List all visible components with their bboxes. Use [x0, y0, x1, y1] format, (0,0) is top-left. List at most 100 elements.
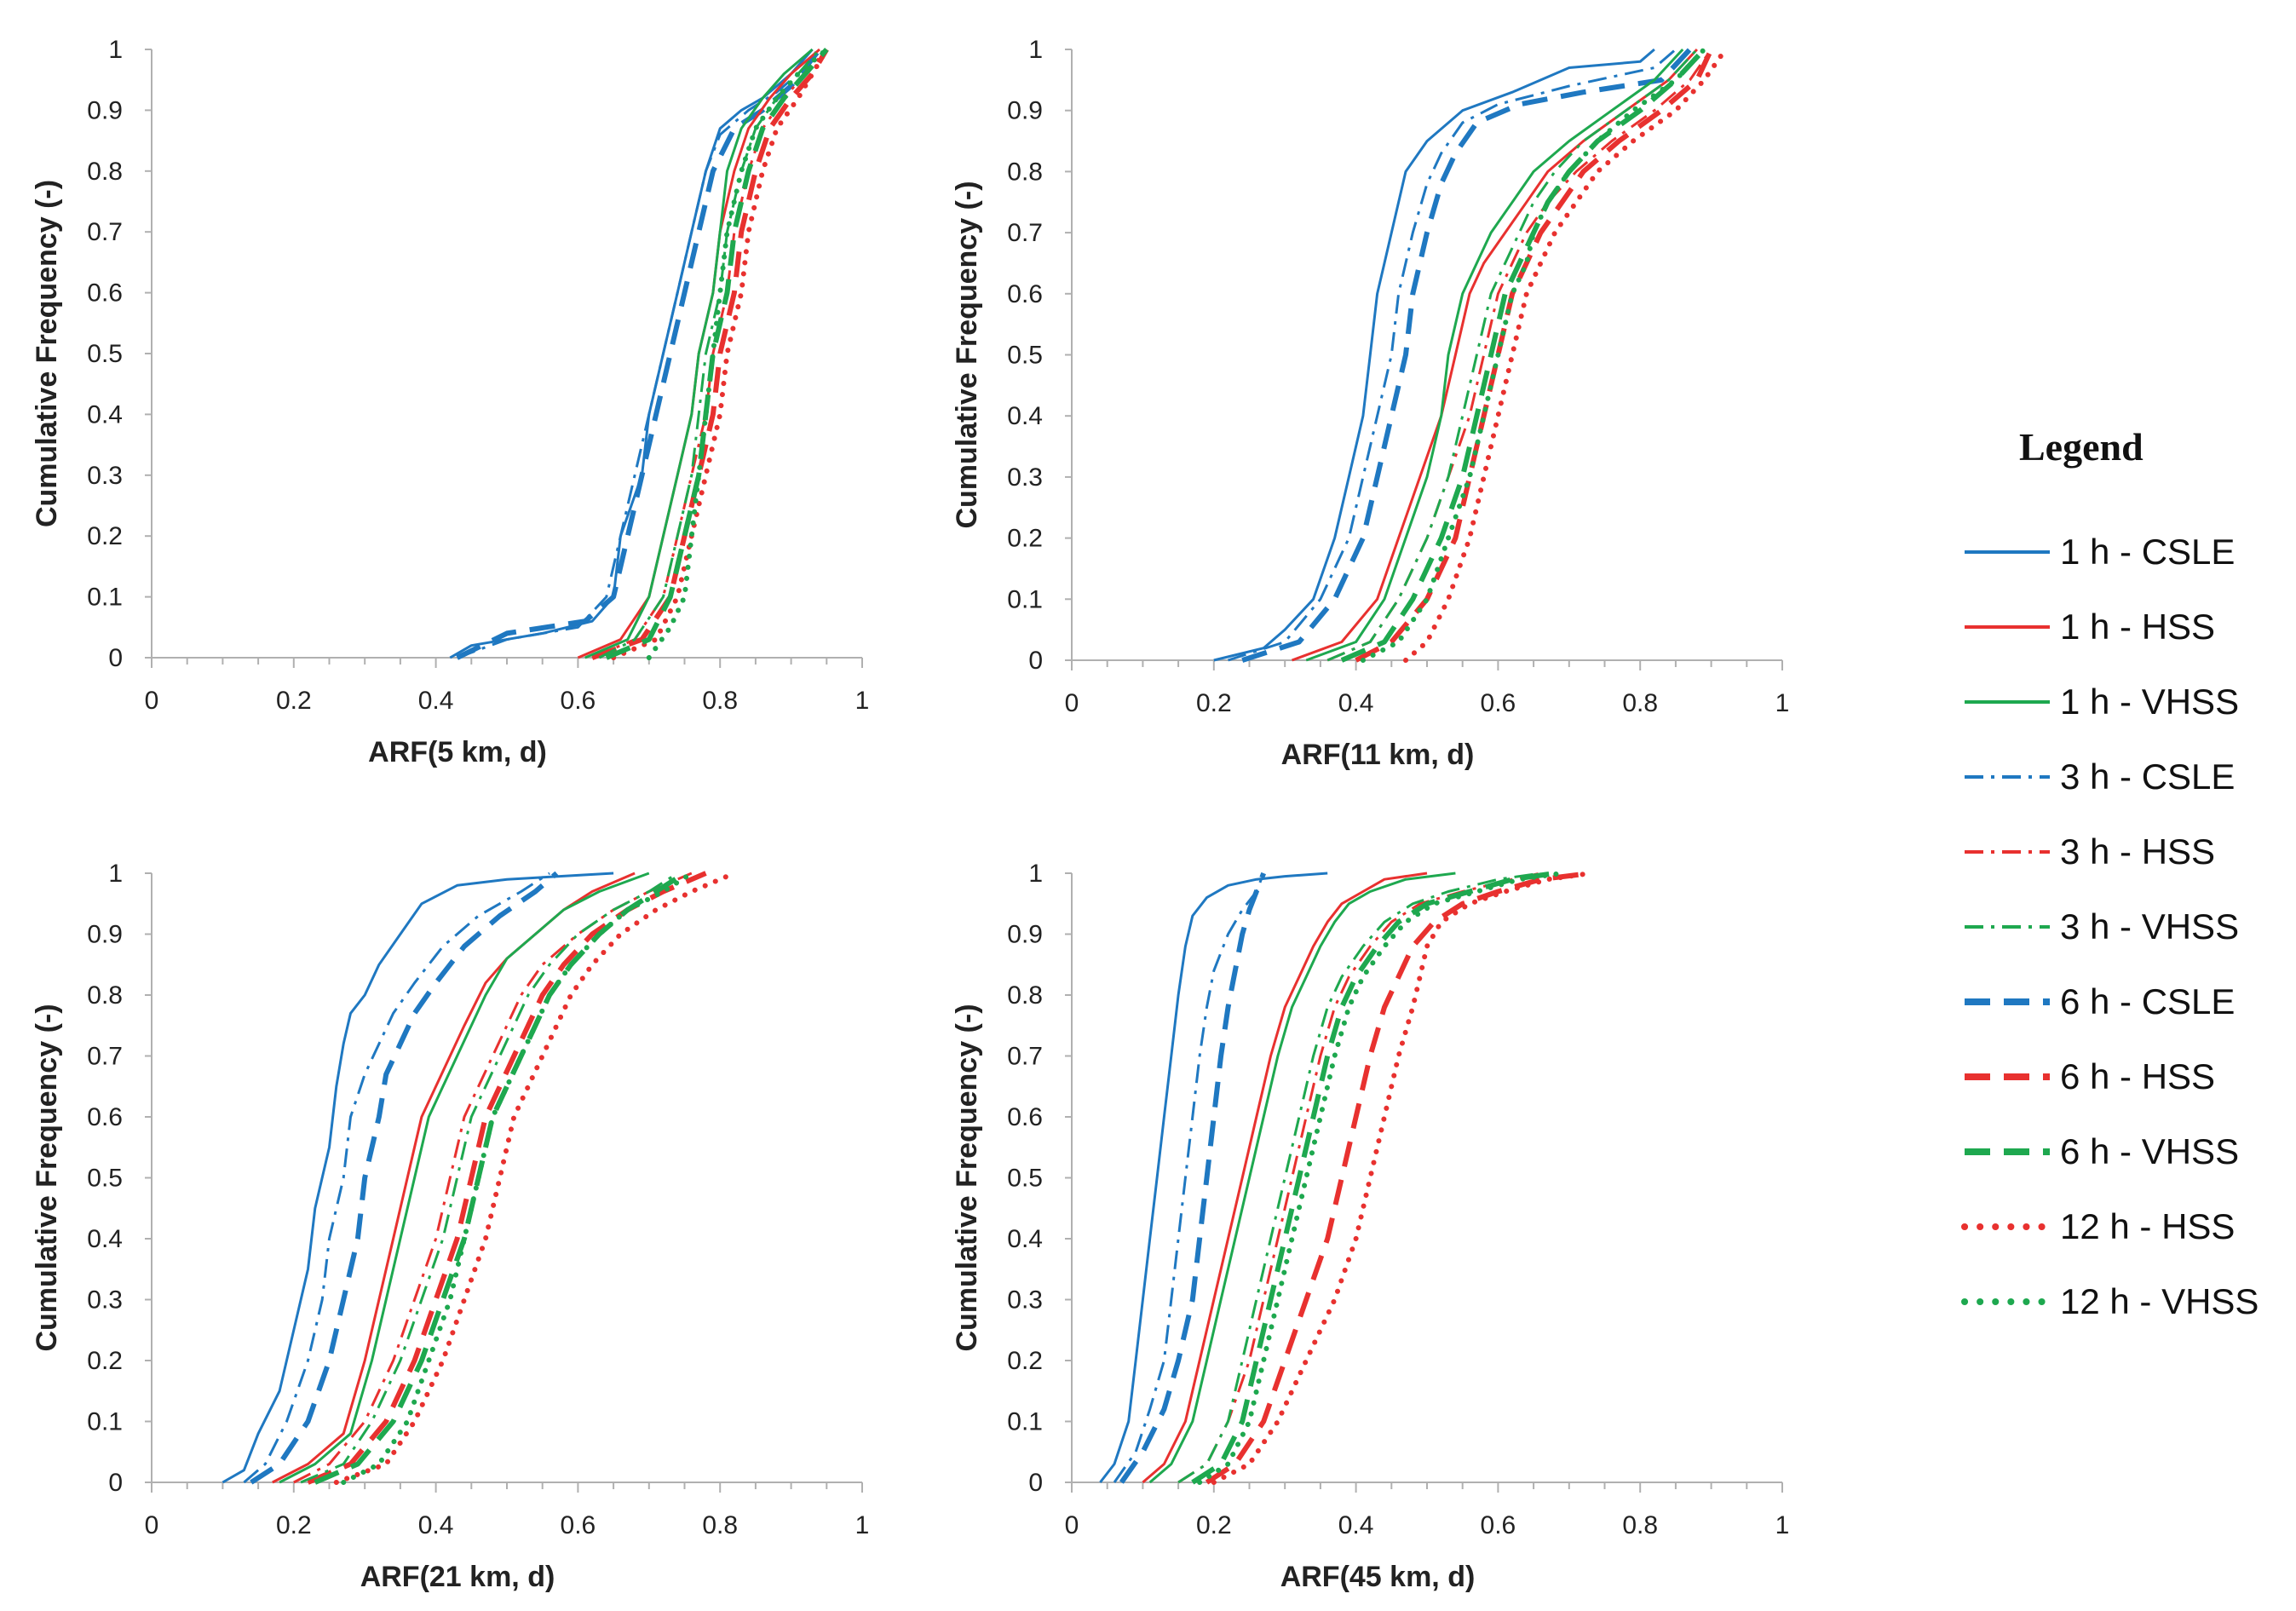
series-line-6-h-csle: [456, 48, 822, 660]
x-tick-label: 0.6: [561, 1511, 596, 1539]
y-tick-label: 0.3: [87, 462, 123, 490]
series-line-6-h-csle: [1119, 872, 1266, 1484]
series-line-1-h-vhss: [279, 872, 650, 1484]
series-line-3-h-hss: [1177, 872, 1541, 1484]
y-tick-label: 0.5: [87, 1165, 123, 1193]
x-tick-label: 0: [1065, 1511, 1079, 1539]
y-tick-label: 0.3: [1007, 463, 1043, 492]
series-line-1-h-csle: [222, 872, 614, 1484]
series-line-1-h-vhss: [1148, 872, 1456, 1484]
series-line-1-h-csle: [1099, 872, 1328, 1483]
series-line-1-h-hss: [1142, 872, 1428, 1484]
y-tick-label: 0.2: [87, 1347, 123, 1375]
x-tick-label: 0.2: [276, 687, 312, 715]
y-tick-label: 0.4: [1007, 1225, 1043, 1253]
x-tick-label: 1: [855, 1511, 870, 1539]
y-axis-title: Cumulative Frequency (-): [951, 181, 983, 528]
y-tick-label: 0.8: [1007, 158, 1043, 186]
series-line-3-h-vhss: [1326, 48, 1698, 662]
series-line-6-h-hss: [1355, 48, 1714, 663]
legend-label: 6 h - CSLE: [2060, 981, 2235, 1021]
x-tick-label: 0.4: [1338, 689, 1374, 717]
y-tick-label: 1: [108, 860, 123, 888]
series-line-6-h-vhss: [314, 871, 687, 1485]
y-tick-label: 0.7: [1007, 219, 1043, 247]
y-tick-label: 0.7: [87, 218, 123, 246]
x-tick-label: 1: [1775, 689, 1790, 717]
y-tick-label: 0.4: [1007, 402, 1043, 430]
panel-arf-5km: 0 0.1 0.2 0.3 0.4 0.5 0.6 0.7 0.8 0.9 1 0 0.2 0.4 0.6 0…: [31, 36, 869, 768]
legend-label: 3 h - CSLE: [2060, 757, 2235, 797]
x-axis-title: ARF(45 km, d): [1280, 1561, 1476, 1593]
x-tick-label: 0: [145, 687, 159, 715]
legend: Legend 1 h - CSLE 1 h - HSS 1 h - VHSS 3 h …: [1961, 425, 2259, 1321]
series-line-12-h-hss: [333, 871, 737, 1485]
legend-label: 1 h - VHSS: [2060, 682, 2239, 722]
y-tick-label: 0: [108, 1469, 123, 1497]
y-tick-label: 0: [1028, 647, 1043, 675]
legend-label: 3 h - VHSS: [2060, 906, 2239, 946]
series-line-3-h-vhss: [598, 49, 821, 659]
series-line-6-h-vhss: [1340, 47, 1706, 663]
series-line-3-h-hss: [1326, 49, 1712, 662]
legend-label: 12 h - HSS: [2060, 1206, 2235, 1246]
x-tick-label: 0.4: [418, 687, 454, 715]
y-tick-label: 0.2: [1007, 1347, 1043, 1375]
x-tick-label: 0.6: [1481, 689, 1516, 717]
series-line-12-h-hss: [611, 47, 830, 660]
series-line-12-h-vhss: [1197, 871, 1565, 1485]
y-tick-label: 0.7: [1007, 1043, 1043, 1071]
y-tick-label: 0.8: [1007, 981, 1043, 1010]
x-tick-label: 0.2: [1196, 689, 1232, 717]
series-line-3-h-hss: [591, 49, 828, 659]
series-line-12-h-hss: [1403, 47, 1729, 663]
series-line-3-h-csle: [1113, 872, 1265, 1483]
panel-arf-11km: 0 0.1 0.2 0.3 0.4 0.5 0.6 0.7 0.8 0.9 1 0 0.2 0.4 0.6 0…: [951, 36, 1789, 771]
y-tick-label: 0.9: [87, 96, 123, 124]
panel-arf-45km: 0 0.1 0.2 0.3 0.4 0.5 0.6 0.7 0.8 0.9 1 0 0.2 0.4 0.6 0…: [951, 860, 1789, 1593]
y-tick-label: 0.2: [87, 522, 123, 550]
x-tick-label: 1: [1775, 1511, 1790, 1539]
series-line-3-h-csle: [243, 872, 550, 1484]
x-tick-label: 0.8: [1622, 689, 1658, 717]
series-line-3-h-csle: [1228, 48, 1677, 662]
y-axis-title: Cumulative Frequency (-): [31, 1004, 63, 1351]
x-tick-label: 0.6: [1481, 1511, 1516, 1539]
x-tick-label: 0.2: [1196, 1511, 1232, 1539]
x-tick-label: 0.8: [702, 687, 738, 715]
series-line-3-h-hss: [293, 872, 693, 1484]
series-line-1-h-vhss: [584, 48, 814, 659]
series-line-12-h-vhss: [1360, 47, 1707, 663]
y-tick-label: 0.1: [87, 584, 123, 612]
series-line-6-h-vhss: [605, 48, 829, 660]
y-tick-label: 0.4: [87, 1225, 123, 1253]
y-tick-label: 1: [1028, 36, 1043, 64]
y-tick-label: 0.2: [1007, 525, 1043, 553]
y-tick-label: 0.3: [1007, 1286, 1043, 1315]
series-line-1-h-vhss: [1305, 48, 1684, 662]
x-tick-label: 0.2: [276, 1511, 312, 1539]
y-tick-label: 0.1: [1007, 585, 1043, 613]
y-tick-label: 0.1: [1007, 1408, 1043, 1436]
y-tick-label: 0.4: [87, 400, 123, 429]
y-tick-label: 0: [108, 644, 123, 672]
series-line-6-h-hss: [591, 48, 829, 660]
legend-label: 3 h - HSS: [2060, 831, 2215, 872]
series-line-1-h-hss: [1291, 48, 1698, 662]
y-tick-label: 0.7: [87, 1043, 123, 1071]
x-tick-label: 1: [855, 687, 870, 715]
x-axis-title: ARF(11 km, d): [1281, 739, 1475, 771]
y-tick-label: 0.6: [1007, 280, 1043, 308]
x-tick-label: 0.4: [1338, 1511, 1374, 1539]
x-axis-title: ARF(21 km, d): [360, 1561, 555, 1593]
x-tick-label: 0.8: [702, 1511, 738, 1539]
legend-label: 12 h - VHSS: [2060, 1281, 2259, 1321]
y-axis-title: Cumulative Frequency (-): [951, 1004, 983, 1351]
legend-label: 6 h - HSS: [2060, 1056, 2215, 1096]
panel-arf-21km: 0 0.1 0.2 0.3 0.4 0.5 0.6 0.7 0.8 0.9 1 0 0.2 0.4 0.6 0…: [31, 860, 869, 1593]
series-line-6-h-csle: [250, 871, 559, 1485]
legend-label: 6 h - VHSS: [2060, 1131, 2239, 1171]
y-tick-label: 0.5: [87, 340, 123, 368]
legend-label: 1 h - CSLE: [2060, 532, 2235, 572]
series-line-1-h-hss: [272, 872, 636, 1484]
